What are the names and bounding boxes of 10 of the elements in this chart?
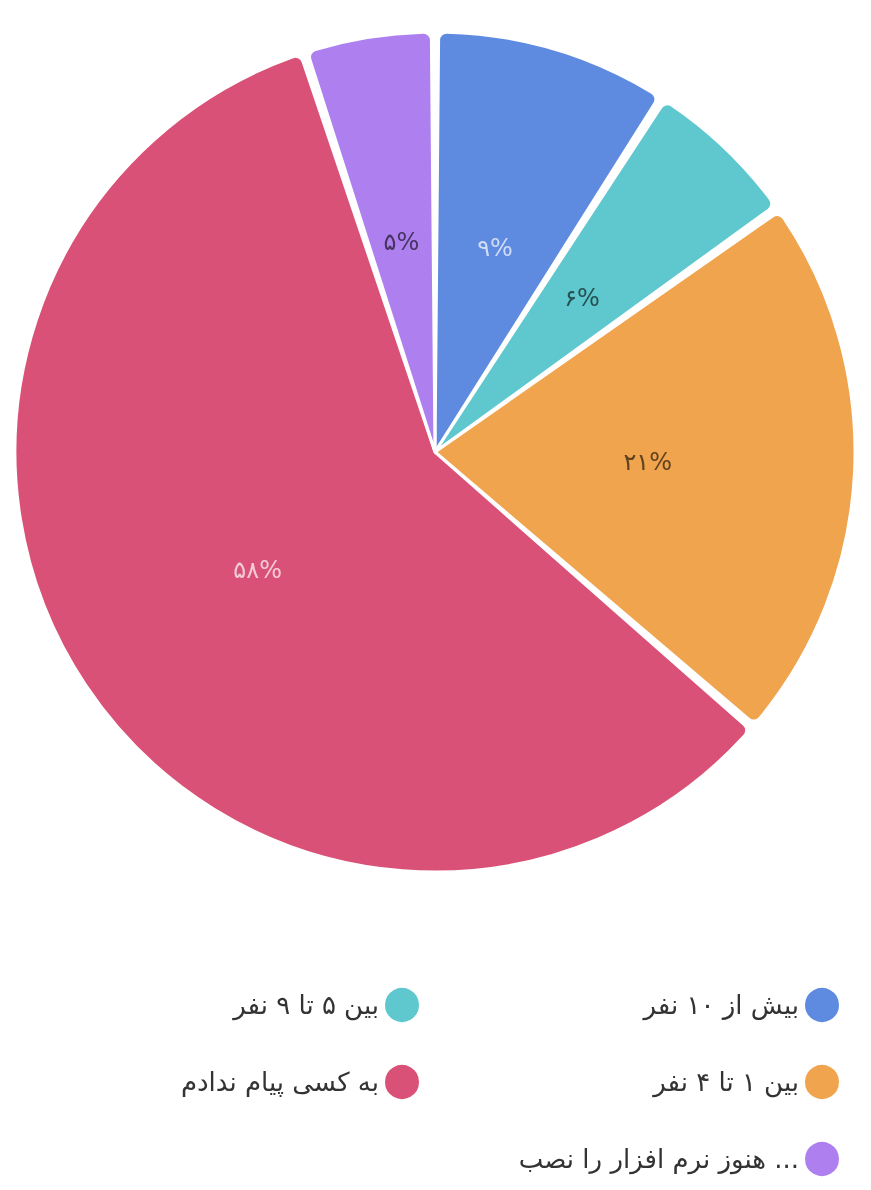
data-label: ۲۱%	[623, 448, 673, 477]
legend-label: بیش از ۱۰ نفر	[641, 990, 799, 1021]
legend-label: به کسی پیام ندادم	[180, 1067, 379, 1097]
data-label: ۵%	[383, 227, 420, 256]
data-label: ۵۸%	[233, 555, 282, 584]
legend-label: بین ۱ تا ۴ نفر	[651, 1067, 799, 1098]
legend-label: هنوز نرم افزار را نصب ...	[518, 1144, 799, 1175]
data-label: ۹%	[477, 233, 513, 262]
legend-label: بین ۵ تا ۹ نفر	[231, 990, 379, 1021]
data-label: ۶%	[564, 283, 600, 312]
